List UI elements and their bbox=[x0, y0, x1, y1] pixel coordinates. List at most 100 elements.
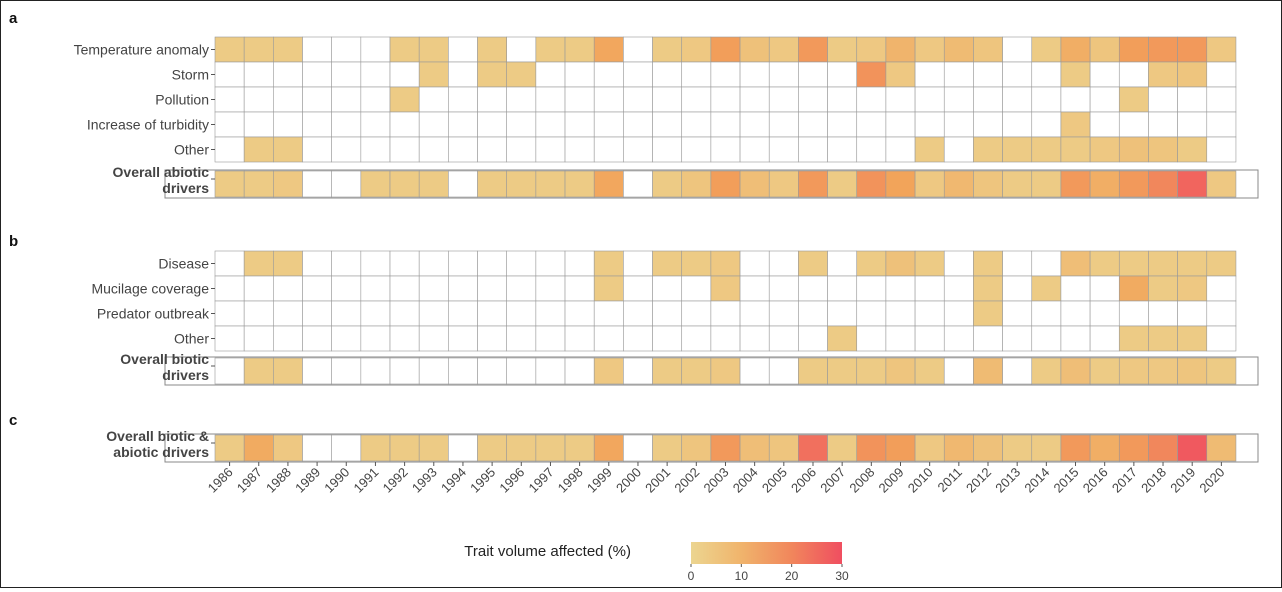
panel-a-row-2-cell-1997 bbox=[535, 86, 566, 113]
panel-b-row-1-cell-2012 bbox=[973, 275, 1003, 302]
panel-c-overall-cell-1992 bbox=[389, 434, 420, 462]
panel-b-overall-cell-2007 bbox=[827, 357, 858, 385]
panel-b-row-0-cell-1996 bbox=[506, 250, 537, 277]
panel-a-overall-cell-2012 bbox=[973, 170, 1003, 198]
panel-a-row-3-cell-1994 bbox=[448, 111, 478, 138]
panel-b-row-2-cell-2019 bbox=[1177, 300, 1208, 327]
panel-a-row-4-cell-1987 bbox=[243, 136, 274, 163]
panel-b-overall-cell-1996 bbox=[506, 357, 537, 385]
panel-a-row-4-label: Other bbox=[174, 142, 209, 158]
panel-b-row-3-cell-2005 bbox=[768, 325, 799, 352]
panel-a-row-3-cell-2015 bbox=[1060, 111, 1091, 138]
panel-a-row-0-cell-1990 bbox=[331, 36, 362, 63]
panel-a-row-1-label: Storm bbox=[172, 67, 209, 83]
panel-c-overall-cell-1997 bbox=[535, 434, 566, 462]
panel-a-overall-cell-1990 bbox=[331, 170, 362, 198]
panel-b-overall-cell-2008 bbox=[856, 357, 887, 385]
panel-b-row-2-cell-1989 bbox=[302, 300, 332, 327]
panel-a-row-1-cell-1993 bbox=[418, 61, 449, 88]
panel-b-row-1-cell-2011 bbox=[943, 275, 974, 302]
panel-a-row-3-cell-1992 bbox=[389, 111, 420, 138]
x-tick-label-2008: 2008 bbox=[846, 465, 877, 496]
panel-b-row-2-cell-2016 bbox=[1089, 300, 1120, 327]
panel-b-overall-cell-2020 bbox=[1206, 357, 1237, 385]
panel-a-row-2-cell-2008 bbox=[856, 86, 887, 113]
panel-a-row-4-cell-2019 bbox=[1177, 136, 1208, 163]
panel-b-overall-cell-2010 bbox=[914, 357, 945, 385]
panel-letter-c: c bbox=[9, 412, 17, 429]
panel-a-row-4-cell-2010 bbox=[914, 136, 945, 163]
panel-a-row-0-cell-2000 bbox=[623, 36, 653, 63]
panel-b-row-2-cell-2015 bbox=[1060, 300, 1091, 327]
panel-a-overall-cell-1987 bbox=[243, 170, 274, 198]
panel-b-row-1-cell-2005 bbox=[768, 275, 799, 302]
panel-b-row-0-cell-1992 bbox=[389, 250, 420, 277]
panel-b-row-1-cell-1994 bbox=[448, 275, 478, 302]
x-tick-label-1989: 1989 bbox=[292, 465, 323, 496]
panel-a-overall-cell-2001 bbox=[652, 170, 683, 198]
x-tick-label-1994: 1994 bbox=[438, 465, 469, 496]
x-tick-label-2018: 2018 bbox=[1138, 465, 1169, 496]
panel-a-row-0-cell-2002 bbox=[681, 36, 712, 63]
panel-b-row-1-cell-1991 bbox=[360, 275, 391, 302]
panel-c-overall-cell-1990 bbox=[331, 434, 362, 462]
x-tick-label-2000: 2000 bbox=[613, 465, 644, 496]
panel-b-overall-cell-2011 bbox=[943, 357, 974, 385]
panel-a-row-4-cell-2002 bbox=[681, 136, 712, 163]
panel-b-row-1-cell-1987 bbox=[243, 275, 274, 302]
panel-b-overall-cell-2002 bbox=[681, 357, 712, 385]
panel-b-row-0-cell-2004 bbox=[739, 250, 770, 277]
panel-b-overall-cell-2018 bbox=[1148, 357, 1178, 385]
panel-b-row-1-cell-2016 bbox=[1089, 275, 1120, 302]
panel-a-overall-label-line2: drivers bbox=[162, 180, 209, 196]
panel-b-row-0-cell-2015 bbox=[1060, 250, 1091, 277]
panel-b-overall-cell-2009 bbox=[885, 357, 916, 385]
panel-c-overall-cell-2001 bbox=[652, 434, 683, 462]
panel-b-row-3-cell-1986 bbox=[214, 325, 245, 352]
panel-a-row-1-cell-2019 bbox=[1177, 61, 1208, 88]
panel-a-overall-cell-1999 bbox=[593, 170, 624, 198]
panel-a-overall-cell-1989 bbox=[302, 170, 332, 198]
panel-a-row-4-cell-1996 bbox=[506, 136, 537, 163]
panel-c-overall-cell-1991 bbox=[360, 434, 391, 462]
x-tick-label-2016: 2016 bbox=[1080, 465, 1111, 496]
panel-b-row-0-label: Disease bbox=[158, 256, 209, 272]
panel-b-row-0-cell-1987 bbox=[243, 250, 274, 277]
panel-a-overall-cell-2019 bbox=[1177, 170, 1208, 198]
panel-c: c Overall biotic &abiotic drivers bbox=[9, 412, 1259, 463]
panel-b-row-0-cell-2019 bbox=[1177, 250, 1208, 277]
panel-b-row-2-label: Predator outbreak bbox=[97, 306, 210, 322]
panel-a-row-1-cell-2015 bbox=[1060, 61, 1091, 88]
panel-a-row-1-cell-1996 bbox=[506, 61, 537, 88]
panel-a-row-1-cell-2016 bbox=[1089, 61, 1120, 88]
panel-a-row-2-cell-2020 bbox=[1206, 86, 1237, 113]
panel-b-row-1-cell-1997 bbox=[535, 275, 566, 302]
panel-a-row-4-cell-2006 bbox=[798, 136, 828, 163]
x-axis: 1986198719881989199019911992199319941995… bbox=[205, 462, 1227, 496]
panel-a-row-4-cell-2009 bbox=[885, 136, 916, 163]
panel-a-row-1-cell-2003 bbox=[710, 61, 741, 88]
panel-a-row-4-cell-2014 bbox=[1031, 136, 1062, 163]
panel-b-overall-cell-2015 bbox=[1060, 357, 1091, 385]
panel-b-overall-cell-2000 bbox=[623, 357, 653, 385]
panel-a-row-2-cell-2003 bbox=[710, 86, 741, 113]
panel-a-row-4-cell-2005 bbox=[768, 136, 799, 163]
panel-b-overall-cell-2012 bbox=[973, 357, 1003, 385]
panel-b-row-3-cell-2004 bbox=[739, 325, 770, 352]
panel-b-row-2-cell-1996 bbox=[506, 300, 537, 327]
panel-b-row-0-cell-2009 bbox=[885, 250, 916, 277]
panel-a-row-3-cell-2012 bbox=[973, 111, 1003, 138]
panel-a-row-4-cell-1986 bbox=[214, 136, 245, 163]
panel-a-row-1-cell-1989 bbox=[302, 61, 332, 88]
x-tick-label-1988: 1988 bbox=[263, 465, 294, 496]
panel-a-row-4-cell-2013 bbox=[1002, 136, 1033, 163]
panel-a-row-1-cell-1994 bbox=[448, 61, 478, 88]
panel-a-row-3-cell-2001 bbox=[652, 111, 683, 138]
panel-b-row-0-cell-2010 bbox=[914, 250, 945, 277]
panel-a-overall-cell-1991 bbox=[360, 170, 391, 198]
panel-a-row-1-cell-2017 bbox=[1118, 61, 1149, 88]
panel-b-row-2-cell-2005 bbox=[768, 300, 799, 327]
panel-a-row-0-cell-2019 bbox=[1177, 36, 1208, 63]
panel-c-overall-cell-2005 bbox=[768, 434, 799, 462]
panel-a-row-3-cell-1991 bbox=[360, 111, 391, 138]
